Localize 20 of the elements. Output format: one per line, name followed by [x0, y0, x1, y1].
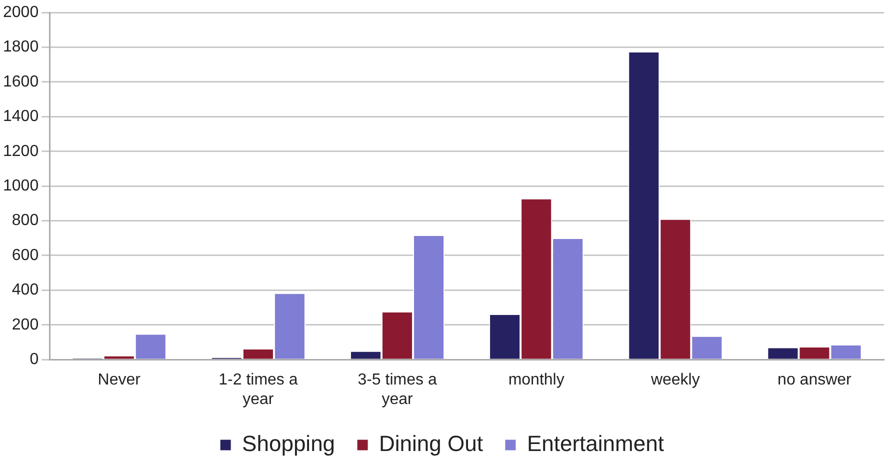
y-tick-label: 600 — [12, 246, 39, 264]
y-tick-label: 1000 — [3, 178, 39, 195]
legend-label: Entertainment — [526, 431, 664, 456]
y-tick-label: 400 — [12, 282, 39, 299]
x-tick-label: no answer — [778, 372, 852, 389]
y-tick-label: 200 — [12, 316, 39, 334]
x-tick-label: 1-2 times a year — [218, 372, 298, 408]
y-tick-label: 1400 — [3, 108, 39, 126]
x-tick-label: weekly — [650, 372, 700, 389]
y-tick-label: 1200 — [3, 142, 39, 160]
legend-label: Dining Out — [379, 431, 483, 456]
y-tick-label: 2000 — [3, 4, 39, 22]
x-tick-label: monthly — [508, 372, 564, 389]
x-tick-label: Never — [98, 372, 142, 389]
y-tick-label: 1600 — [3, 73, 39, 90]
y-tick-label: 1800 — [3, 38, 39, 56]
y-tick-label: 0 — [30, 351, 39, 368]
legend-label: Shopping — [242, 431, 336, 456]
y-tick-label: 800 — [12, 212, 39, 230]
x-tick-label: 3-5 times a year — [358, 372, 437, 408]
